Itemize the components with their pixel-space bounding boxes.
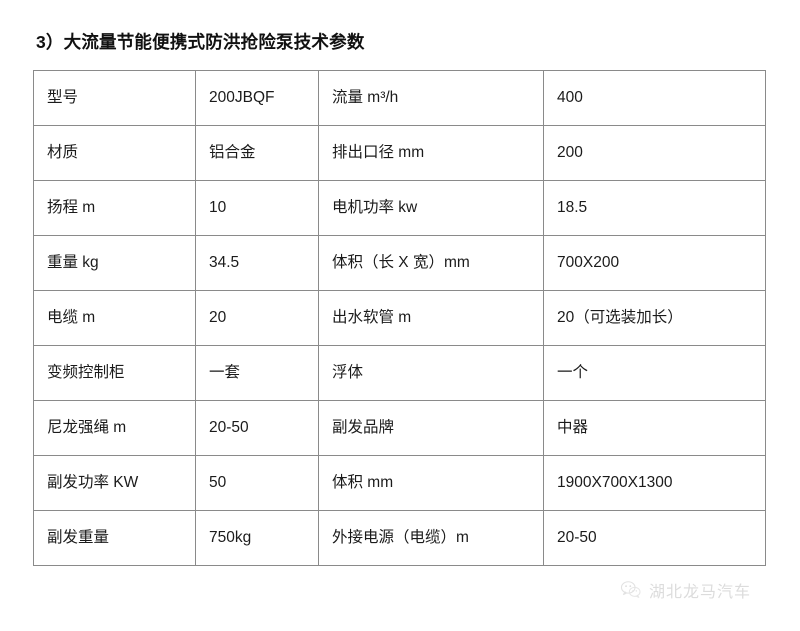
cell-label-a: 副发功率 KW [33, 455, 196, 511]
cell-label-a: 材质 [33, 125, 196, 181]
cell-label-a: 尼龙强绳 m [33, 400, 196, 456]
table-row: 扬程 m 10 电机功率 kw 18.5 [33, 180, 766, 236]
cell-label-b: 出水软管 m [318, 290, 544, 346]
cell-value-b: 700X200 [543, 235, 766, 291]
table-row: 型号 200JBQF 流量 m³/h 400 [33, 70, 766, 126]
cell-value-a: 20 [195, 290, 319, 346]
cell-label-a: 型号 [33, 70, 196, 126]
page-title: 3）大流量节能便携式防洪抢险泵技术参数 [36, 32, 365, 52]
cell-value-b: 一个 [543, 345, 766, 401]
cell-label-b: 电机功率 kw [318, 180, 544, 236]
table-body: 型号 200JBQF 流量 m³/h 400 材质 铝合金 排出口径 mm 20… [33, 70, 766, 566]
cell-label-a: 电缆 m [33, 290, 196, 346]
cell-value-a: 一套 [195, 345, 319, 401]
cell-value-b: 20-50 [543, 510, 766, 566]
cell-value-b: 中器 [543, 400, 766, 456]
cell-label-a: 重量 kg [33, 235, 196, 291]
cell-label-b: 体积（长 X 宽）mm [318, 235, 544, 291]
cell-value-a: 铝合金 [195, 125, 319, 181]
cell-value-b: 400 [543, 70, 766, 126]
cell-label-a: 扬程 m [33, 180, 196, 236]
cell-value-b: 18.5 [543, 180, 766, 236]
cell-value-a: 50 [195, 455, 319, 511]
cell-value-a: 750kg [195, 510, 319, 566]
watermark-text: 湖北龙马汽车 [649, 584, 752, 601]
table-row: 副发重量 750kg 外接电源（电缆）m 20-50 [33, 510, 766, 566]
table-row: 副发功率 KW 50 体积 mm 1900X700X1300 [33, 455, 766, 511]
cell-value-a: 20-50 [195, 400, 319, 456]
cell-label-b: 流量 m³/h [318, 70, 544, 126]
cell-value-a: 200JBQF [195, 70, 319, 126]
cell-value-b: 1900X700X1300 [543, 455, 766, 511]
cell-value-b: 200 [543, 125, 766, 181]
table-row: 电缆 m 20 出水软管 m 20（可选装加长） [33, 290, 766, 346]
cell-label-a: 副发重量 [33, 510, 196, 566]
specification-table: 型号 200JBQF 流量 m³/h 400 材质 铝合金 排出口径 mm 20… [33, 70, 766, 566]
watermark: 湖北龙马汽车 [620, 578, 751, 602]
cell-label-b: 浮体 [318, 345, 544, 401]
cell-value-a: 34.5 [195, 235, 319, 291]
table-row: 变频控制柜 一套 浮体 一个 [33, 345, 766, 401]
cell-value-a: 10 [195, 180, 319, 236]
cell-value-b: 20（可选装加长） [543, 290, 766, 346]
table-row: 重量 kg 34.5 体积（长 X 宽）mm 700X200 [33, 235, 766, 291]
table-row: 尼龙强绳 m 20-50 副发品牌 中器 [33, 400, 766, 456]
table-row: 材质 铝合金 排出口径 mm 200 [33, 125, 766, 181]
cell-label-b: 副发品牌 [318, 400, 544, 456]
wechat-icon [620, 579, 642, 601]
cell-label-b: 外接电源（电缆）m [318, 510, 544, 566]
cell-label-a: 变频控制柜 [33, 345, 196, 401]
cell-label-b: 排出口径 mm [318, 125, 544, 181]
cell-label-b: 体积 mm [318, 455, 544, 511]
